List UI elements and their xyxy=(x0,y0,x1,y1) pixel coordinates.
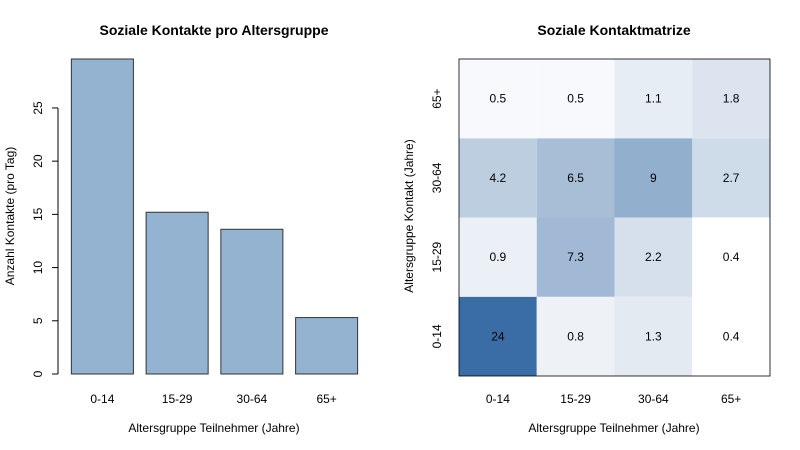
heatmap-cell-label: 1.3 xyxy=(645,329,662,343)
bar-y-tick-label: 0 xyxy=(31,370,45,377)
heatmap-cell xyxy=(614,138,693,218)
bar-y-tick-label: 25 xyxy=(31,101,45,115)
bar-y-tick-label: 20 xyxy=(31,154,45,168)
bar-15-29 xyxy=(145,211,209,375)
heatmap-y-tick-label: 0-14 xyxy=(430,324,444,348)
heatmap-cell xyxy=(459,59,537,139)
bar-y-tick-label: 5 xyxy=(31,317,45,324)
heatmap-cell xyxy=(459,217,537,297)
heatmap-cell xyxy=(536,138,615,218)
heatmap-cell-label: 0.5 xyxy=(490,92,507,106)
bar-65+ xyxy=(295,317,359,375)
bar-chart-bars xyxy=(70,58,359,375)
bar-x-tick-label: 15-29 xyxy=(162,392,193,406)
heatmap-cell-label: 24 xyxy=(491,329,505,343)
bar-y-tick-label: 10 xyxy=(31,261,45,275)
heatmap-x-tick-label: 0-14 xyxy=(486,392,510,406)
heatmap-cell xyxy=(459,296,537,376)
heatmap-x-tick-label: 15-29 xyxy=(560,392,591,406)
heatmap-cell xyxy=(614,59,693,139)
heatmap-cell-label: 0.5 xyxy=(567,92,584,106)
heatmap-y-tick-label: 65+ xyxy=(430,88,444,108)
heatmap-cell-label: 9 xyxy=(650,171,657,185)
bar-chart-y-axis-title: Anzahl Kontakte (pro Tag) xyxy=(3,147,17,286)
heatmap-cell-label: 6.5 xyxy=(567,171,584,185)
heatmap-cell xyxy=(614,217,693,297)
heatmap-cell-label: 2.2 xyxy=(645,250,662,264)
heatmap-cell xyxy=(459,138,537,218)
heatmap-cell xyxy=(536,296,615,376)
heatmap-cell xyxy=(692,138,770,218)
bar-x-tick-label: 65+ xyxy=(316,392,336,406)
heatmap-y-tick-labels: 0-14 15-29 30-64 65+ xyxy=(430,88,444,348)
heatmap-cell-label: 1.1 xyxy=(645,92,662,106)
bar-30-64 xyxy=(220,228,284,375)
heatmap-x-tick-label: 30-64 xyxy=(638,392,669,406)
heatmap-x-tick-label: 65+ xyxy=(721,392,741,406)
bar-x-tick-label: 0-14 xyxy=(90,392,114,406)
heatmap-y-tick-label: 30-64 xyxy=(430,162,444,193)
bar-y-tick-label: 15 xyxy=(31,207,45,221)
heatmap-y-axis-title: Altersgruppe Kontakt (Jahre) xyxy=(402,139,416,292)
heatmap-cell-label: 0.9 xyxy=(490,250,507,264)
heatmap-y-tick-label: 15-29 xyxy=(430,241,444,272)
bar-x-tick-label: 30-64 xyxy=(237,392,268,406)
bar-chart-title: Soziale Kontakte pro Altersgruppe xyxy=(100,22,329,38)
heatmap-cell-label: 0.4 xyxy=(723,329,740,343)
heatmap-cell-label: 4.2 xyxy=(490,171,507,185)
heatmap-panel: Soziale Kontaktmatrize 24 0.8 1.3 0.4 0.9 7.3… xyxy=(402,22,771,435)
heatmap-cell xyxy=(692,217,770,297)
heatmap-cell xyxy=(692,296,770,376)
bar-chart-y-ticks: 0 5 10 15 20 25 xyxy=(31,101,58,377)
heatmap-cell-label: 0.8 xyxy=(567,329,584,343)
bar-chart-x-tick-labels: 0-14 15-29 30-64 65+ xyxy=(90,392,336,406)
heatmap-cell-label: 0.4 xyxy=(723,250,740,264)
heatmap-cell-label: 1.8 xyxy=(723,92,740,106)
bar-chart-panel: Soziale Kontakte pro Altersgruppe 0 5 10 15… xyxy=(3,22,359,435)
bar-chart-x-axis-title: Altersgruppe Teilnehmer (Jahre) xyxy=(128,421,299,435)
heatmap-frame xyxy=(458,58,771,377)
heatmap-x-tick-labels: 0-14 15-29 30-64 65+ xyxy=(486,392,741,406)
heatmap-title: Soziale Kontaktmatrize xyxy=(537,22,690,38)
bar-0-14 xyxy=(70,58,134,375)
heatmap-cells: 24 0.8 1.3 0.4 0.9 7.3 2.2 0.4 4.2 6.5 9 2.7 0.5 0.5 1… xyxy=(459,59,770,376)
heatmap-cell-label: 7.3 xyxy=(567,250,584,264)
heatmap-cell xyxy=(536,59,615,139)
heatmap-cell xyxy=(614,296,693,376)
heatmap-cell xyxy=(692,59,770,139)
heatmap-cell xyxy=(536,217,615,297)
heatmap-cell-label: 2.7 xyxy=(723,171,740,185)
heatmap-x-axis-title: Altersgruppe Teilnehmer (Jahre) xyxy=(528,421,699,435)
